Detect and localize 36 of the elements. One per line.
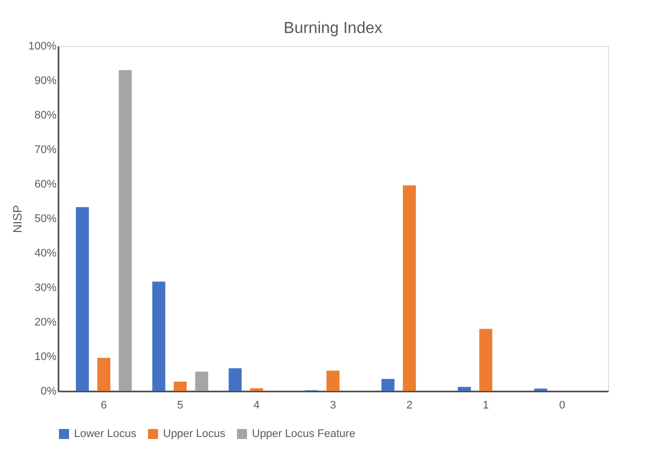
- y-tick-label: 0%: [40, 386, 57, 398]
- chart-title: Burning Index: [284, 20, 382, 37]
- x-tick-label: 6: [100, 400, 107, 412]
- bar: [402, 185, 416, 391]
- bar: [118, 70, 132, 391]
- bar: [97, 358, 110, 391]
- x-tick-label: 0: [559, 400, 566, 412]
- y-tick-label: 10%: [34, 351, 57, 363]
- y-tick-label: 80%: [34, 110, 57, 122]
- y-tick-label: 50%: [34, 213, 57, 225]
- x-tick-label: 2: [406, 400, 412, 412]
- x-tick-label: 1: [482, 400, 489, 412]
- legend-label: Upper Locus Feature: [252, 428, 356, 440]
- y-tick-label: 40%: [34, 248, 57, 260]
- legend-label: Upper Locus: [163, 428, 226, 440]
- legend-label: Lower Locus: [74, 428, 137, 440]
- y-tick-label: 20%: [34, 316, 57, 328]
- x-tick-label: 3: [330, 400, 336, 412]
- bar: [250, 388, 264, 391]
- x-tick-label: 4: [254, 400, 260, 412]
- bar: [458, 386, 471, 391]
- bar: [174, 382, 187, 391]
- bar: [195, 372, 208, 391]
- y-tick-label: 60%: [34, 178, 57, 190]
- y-tick-label: 70%: [34, 144, 57, 156]
- y-tick-label: 90%: [34, 75, 57, 87]
- bar: [76, 207, 89, 391]
- bar: [228, 368, 242, 391]
- bar: [381, 378, 394, 391]
- x-tick-label: 5: [177, 400, 184, 412]
- bar: [152, 282, 166, 391]
- y-tick-label: 30%: [34, 282, 57, 294]
- y-axis-title: NISP: [10, 204, 24, 234]
- bar: [326, 370, 340, 391]
- y-tick-label: 100%: [28, 40, 57, 52]
- bar: [479, 328, 492, 391]
